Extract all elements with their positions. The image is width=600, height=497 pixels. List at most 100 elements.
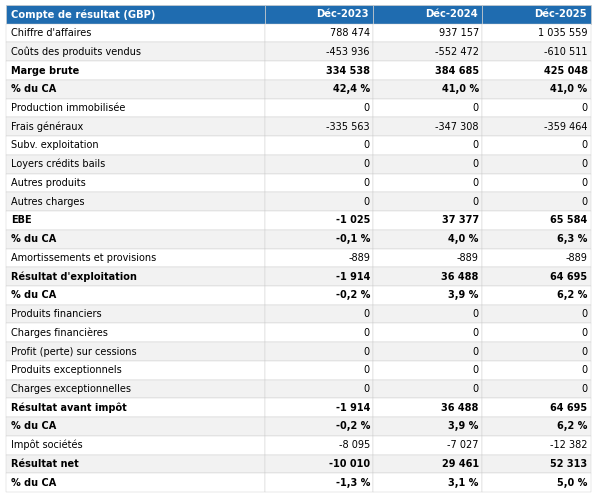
Bar — [265, 24, 373, 42]
Text: 0: 0 — [581, 178, 587, 188]
Text: 0: 0 — [473, 141, 479, 151]
Text: Résultat net: Résultat net — [11, 459, 79, 469]
Bar — [265, 98, 373, 117]
Bar — [482, 98, 591, 117]
Bar — [373, 230, 482, 248]
Text: Produits financiers: Produits financiers — [11, 309, 101, 319]
Bar — [265, 230, 373, 248]
Text: -347 308: -347 308 — [435, 122, 479, 132]
Bar — [265, 5, 373, 24]
Text: -1 914: -1 914 — [335, 403, 370, 413]
Bar — [6, 473, 265, 492]
Text: Chiffre d'affaires: Chiffre d'affaires — [11, 28, 91, 38]
Bar — [373, 5, 482, 24]
Text: % du CA: % du CA — [11, 84, 56, 94]
Text: -1,3 %: -1,3 % — [335, 478, 370, 488]
Text: 29 461: 29 461 — [442, 459, 479, 469]
Bar — [373, 324, 482, 342]
Text: -889: -889 — [348, 253, 370, 263]
Text: -889: -889 — [457, 253, 479, 263]
Bar — [482, 211, 591, 230]
Bar — [6, 211, 265, 230]
Bar — [373, 80, 482, 98]
Text: 6,2 %: 6,2 % — [557, 421, 587, 431]
Text: -1 025: -1 025 — [335, 215, 370, 226]
Text: -7 027: -7 027 — [447, 440, 479, 450]
Text: 41,0 %: 41,0 % — [550, 84, 587, 94]
Text: Déc-2024: Déc-2024 — [425, 9, 478, 19]
Text: 0: 0 — [364, 159, 370, 169]
Text: 65 584: 65 584 — [550, 215, 587, 226]
Text: 0: 0 — [473, 103, 479, 113]
Text: 0: 0 — [364, 178, 370, 188]
Bar — [373, 192, 482, 211]
Bar — [482, 267, 591, 286]
Bar — [6, 192, 265, 211]
Bar — [265, 455, 373, 473]
Bar — [482, 342, 591, 361]
Text: % du CA: % du CA — [11, 234, 56, 244]
Bar — [373, 117, 482, 136]
Text: 0: 0 — [364, 197, 370, 207]
Text: 0: 0 — [581, 365, 587, 375]
Bar — [373, 380, 482, 399]
Text: 6,3 %: 6,3 % — [557, 234, 587, 244]
Text: Marge brute: Marge brute — [11, 66, 79, 76]
Text: -12 382: -12 382 — [550, 440, 587, 450]
Bar — [6, 248, 265, 267]
Text: 334 538: 334 538 — [326, 66, 370, 76]
Text: Coûts des produits vendus: Coûts des produits vendus — [11, 47, 141, 57]
Bar — [6, 155, 265, 173]
Bar — [373, 24, 482, 42]
Bar — [373, 211, 482, 230]
Text: -10 010: -10 010 — [329, 459, 370, 469]
Bar — [6, 136, 265, 155]
Bar — [6, 5, 265, 24]
Bar — [373, 267, 482, 286]
Text: Produits exceptionnels: Produits exceptionnels — [11, 365, 121, 375]
Text: 0: 0 — [364, 141, 370, 151]
Text: 0: 0 — [581, 141, 587, 151]
Text: 36 488: 36 488 — [442, 403, 479, 413]
Text: 788 474: 788 474 — [330, 28, 370, 38]
Text: -0,2 %: -0,2 % — [335, 421, 370, 431]
Bar — [265, 342, 373, 361]
Text: 3,1 %: 3,1 % — [448, 478, 479, 488]
Text: 0: 0 — [364, 309, 370, 319]
Bar — [482, 324, 591, 342]
Text: 0: 0 — [473, 365, 479, 375]
Text: Déc-2023: Déc-2023 — [316, 9, 369, 19]
Text: Autres produits: Autres produits — [11, 178, 85, 188]
Text: % du CA: % du CA — [11, 478, 56, 488]
Text: 3,9 %: 3,9 % — [448, 421, 479, 431]
Bar — [6, 98, 265, 117]
Bar — [373, 455, 482, 473]
Text: 0: 0 — [581, 384, 587, 394]
Bar — [482, 192, 591, 211]
Text: 0: 0 — [581, 197, 587, 207]
Text: % du CA: % du CA — [11, 290, 56, 300]
Bar — [373, 61, 482, 80]
Text: -610 511: -610 511 — [544, 47, 587, 57]
Bar — [265, 417, 373, 436]
Bar — [373, 155, 482, 173]
Text: 425 048: 425 048 — [544, 66, 587, 76]
Text: 0: 0 — [364, 346, 370, 356]
Bar — [373, 98, 482, 117]
Bar — [482, 361, 591, 380]
Bar — [6, 24, 265, 42]
Text: 64 695: 64 695 — [550, 403, 587, 413]
Bar — [6, 286, 265, 305]
Text: 64 695: 64 695 — [550, 271, 587, 282]
Text: 384 685: 384 685 — [434, 66, 479, 76]
Text: 937 157: 937 157 — [439, 28, 479, 38]
Bar — [482, 24, 591, 42]
Text: 4,0 %: 4,0 % — [448, 234, 479, 244]
Text: -453 936: -453 936 — [326, 47, 370, 57]
Bar — [6, 117, 265, 136]
Bar — [265, 399, 373, 417]
Bar — [265, 436, 373, 455]
Text: Compte de résultat (GBP): Compte de résultat (GBP) — [11, 9, 155, 19]
Text: -0,1 %: -0,1 % — [335, 234, 370, 244]
Bar — [373, 473, 482, 492]
